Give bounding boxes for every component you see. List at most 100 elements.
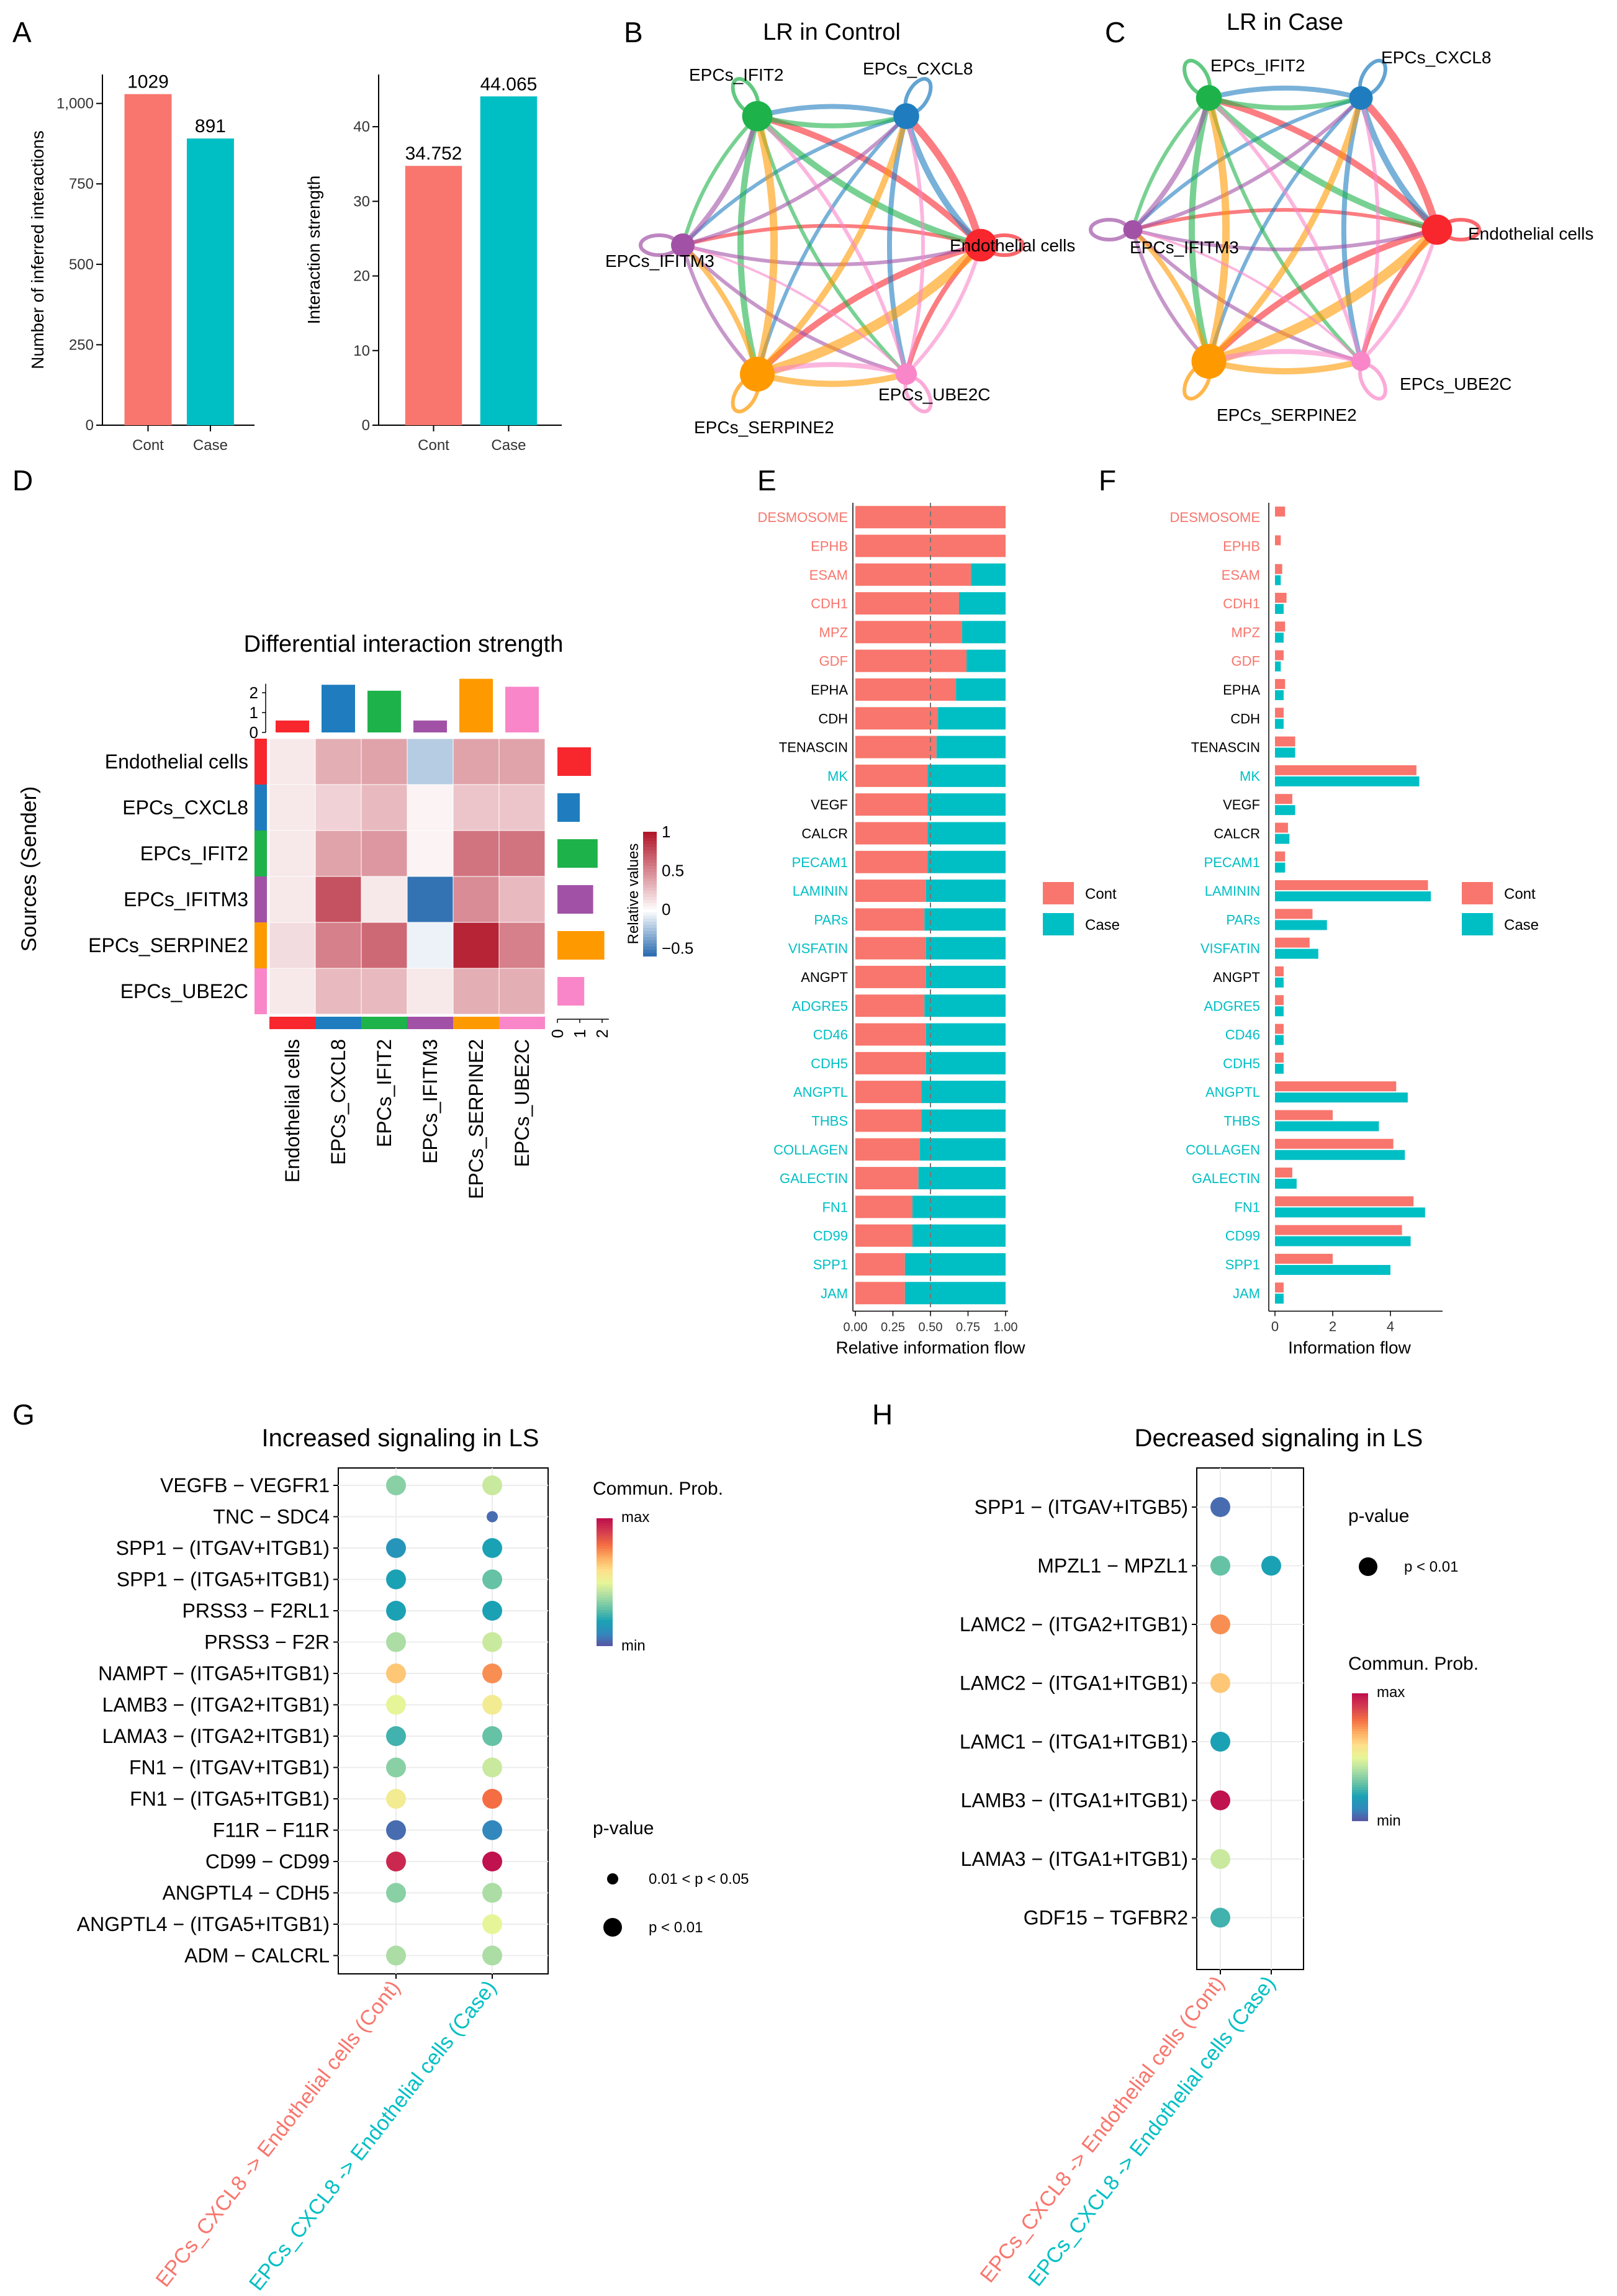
bar-case — [927, 793, 1006, 816]
bar-case — [1275, 633, 1284, 643]
network-edge — [903, 112, 984, 249]
pathway-label: GDF — [819, 654, 848, 669]
group-label: EPCs_CXCL8 -> Endothelial cells (Cont) — [976, 1972, 1230, 2287]
pathway-label: ANGPT — [1213, 970, 1260, 985]
pair-label: PRSS3 − F2RL1 — [182, 1600, 330, 1622]
legend-gradient-step — [643, 891, 657, 894]
pathway-label: ANGPT — [801, 970, 848, 985]
pathway-label: ESAM — [809, 567, 848, 583]
col-color-strip — [453, 1017, 499, 1029]
legend-gradient-step — [597, 1521, 613, 1524]
heatmap-cell — [453, 968, 500, 1015]
legend-swatch-case — [1462, 913, 1493, 935]
network-edge — [681, 243, 759, 376]
network-node-label: EPCs_CXCL8 — [1381, 48, 1491, 67]
pathway-label: VISFATIN — [1200, 941, 1260, 957]
bar-cont — [1275, 1225, 1402, 1235]
network-node-label: EPCs_IFITM3 — [1130, 238, 1239, 257]
pathway-label: ADGRE5 — [792, 998, 848, 1014]
bar-cont — [855, 822, 928, 845]
network-edge — [681, 114, 908, 247]
legend-swatch-cont — [1043, 882, 1074, 904]
legend-gradient-step — [597, 1584, 613, 1588]
network-edge — [1207, 96, 1363, 364]
legend-gradient-step — [597, 1602, 613, 1606]
bar-case — [1275, 920, 1327, 930]
chart-title: LR in Case — [1227, 9, 1343, 35]
pair-label: LAMA3 − (ITGA2+ITGB1) — [102, 1725, 330, 1747]
panel-letter-h: H — [872, 1398, 893, 1431]
heatmap-cell — [269, 738, 316, 785]
network-self-loop — [1089, 218, 1130, 241]
legend-gradient-step — [597, 1595, 613, 1598]
legend-gradient-step — [1352, 1713, 1368, 1717]
dot-case — [1261, 1555, 1281, 1576]
bar-case — [1275, 1063, 1284, 1074]
heatmap-cell — [407, 830, 454, 877]
legend-gradient-step — [1352, 1698, 1368, 1702]
pair-label: LAMC2 − (ITGA2+ITGB1) — [960, 1613, 1188, 1636]
legend-gradient-step — [597, 1541, 613, 1544]
pathway-label: MK — [1240, 768, 1260, 784]
pathway-label: CDH — [1230, 711, 1260, 726]
legend-gradient-step — [597, 1526, 613, 1529]
legend-gradient-step — [1352, 1810, 1368, 1814]
dot-case — [482, 1632, 502, 1652]
pathway-label: TENASCIN — [1191, 740, 1260, 755]
row-label: EPCs_IFITM3 — [124, 888, 248, 911]
dot-case — [487, 1511, 498, 1523]
x-tick-label: 2 — [1329, 1318, 1336, 1334]
legend-gradient-step — [643, 860, 657, 863]
legend-gradient-step — [643, 847, 657, 851]
bar-cont — [1275, 593, 1287, 603]
col-label: Endothelial cells — [281, 1039, 304, 1182]
panel-letter-a: A — [12, 16, 32, 48]
x-tick-label: 4 — [1387, 1318, 1394, 1334]
bar-cont — [124, 94, 172, 425]
legend-title: Commun. Prob. — [1348, 1654, 1479, 1674]
group-label: EPCs_CXCL8 -> Endothelial cells (Case) — [1024, 1972, 1280, 2291]
pathway-label: SPP1 — [813, 1257, 848, 1272]
network-node — [740, 356, 775, 392]
legend-gradient-step — [1352, 1739, 1368, 1742]
pair-label: PRSS3 − F2R — [204, 1631, 330, 1654]
plot-frame — [338, 1467, 549, 1974]
legend-p-label: p < 0.01 — [649, 1919, 703, 1936]
legend-gradient-step — [643, 866, 657, 870]
pair-label: LAMC1 − (ITGA1+ITGB1) — [960, 1731, 1188, 1753]
col-color-strip — [361, 1017, 407, 1029]
bar-case — [938, 707, 1006, 730]
legend-gradient-step — [597, 1523, 613, 1527]
legend-gradient-step — [643, 878, 657, 882]
pathway-label: CALCR — [1214, 826, 1260, 841]
col-label: EPCs_CXCL8 — [327, 1039, 349, 1165]
dot-cont — [386, 1789, 406, 1809]
pathway-label: COLLAGEN — [1186, 1142, 1260, 1158]
legend-gradient-step — [643, 875, 657, 879]
legend-gradient-step — [597, 1640, 613, 1644]
legend-gradient-step — [1352, 1812, 1368, 1816]
legend-swatch-case — [1043, 913, 1074, 935]
pathway-label: DESMOSOME — [1170, 510, 1260, 525]
bar-case — [920, 1138, 1006, 1161]
legend-gradient-step — [597, 1528, 613, 1532]
legend-gradient-step — [597, 1600, 613, 1603]
legend-gradient-step — [1352, 1798, 1368, 1801]
row-color-strip — [254, 739, 267, 785]
dot-case — [482, 1914, 502, 1934]
bar-cont — [1275, 880, 1428, 891]
heatmap-cell — [315, 784, 362, 831]
network-edge — [1207, 96, 1363, 364]
legend-label: Case — [1085, 917, 1120, 934]
legend-gradient-step — [1352, 1808, 1368, 1811]
bar-cont — [855, 1195, 912, 1218]
pathway-label: MK — [827, 768, 848, 784]
y-axis-label: Number of inferred interactions — [28, 130, 47, 369]
pathway-label: ANGPTL — [793, 1084, 848, 1100]
network-edge — [754, 113, 984, 248]
bar-case — [1275, 1294, 1284, 1304]
bar-case — [926, 965, 1006, 988]
dot-case — [482, 1945, 502, 1966]
legend-gradient-step — [597, 1620, 613, 1624]
panel-letter-b: B — [624, 16, 643, 48]
